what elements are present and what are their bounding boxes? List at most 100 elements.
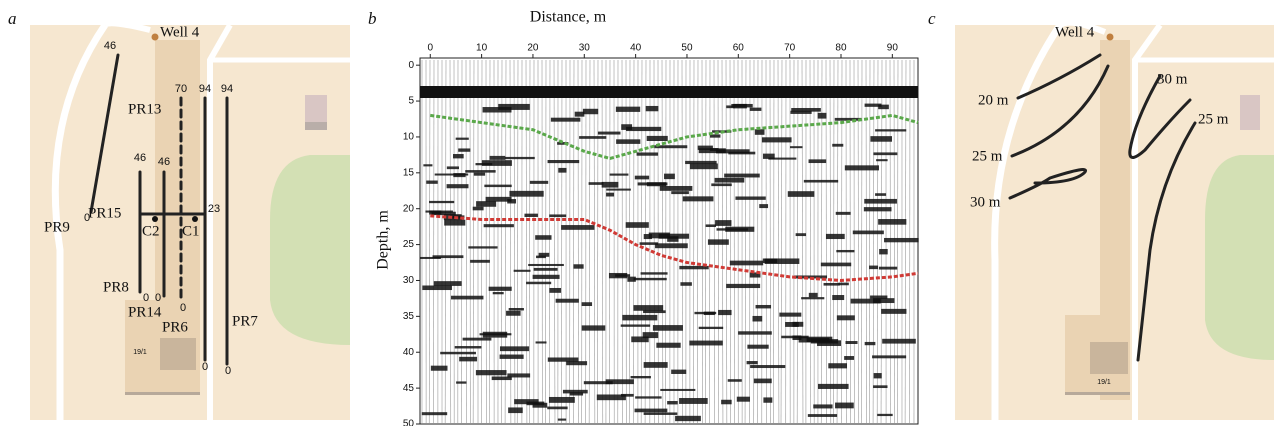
reflection xyxy=(821,263,851,267)
reflection xyxy=(873,385,887,388)
reflection xyxy=(671,370,686,374)
reflection xyxy=(533,275,560,279)
y-tick-label: 25 xyxy=(403,239,415,250)
reflection xyxy=(667,401,678,404)
reflection xyxy=(583,109,598,114)
reflection xyxy=(640,242,659,245)
reflection xyxy=(747,345,768,349)
profile-end: 0 xyxy=(143,292,149,304)
reflection xyxy=(506,311,521,316)
reflection xyxy=(581,302,592,306)
reflection xyxy=(726,284,760,288)
reflection xyxy=(836,212,851,215)
reflection xyxy=(779,313,801,317)
reflection xyxy=(882,339,916,344)
reflection xyxy=(875,193,886,196)
reflection xyxy=(524,214,537,217)
reflection xyxy=(864,199,897,204)
reflection xyxy=(660,389,695,391)
reflection xyxy=(528,264,564,266)
reflection xyxy=(509,308,524,310)
reflection xyxy=(493,292,504,294)
reflection xyxy=(431,366,448,371)
reflection xyxy=(865,342,876,345)
reflection xyxy=(598,132,621,135)
reflection xyxy=(455,346,482,348)
reflection xyxy=(730,261,763,266)
reflection xyxy=(609,174,628,176)
reflection xyxy=(737,397,750,402)
reflection xyxy=(680,282,691,286)
reflection xyxy=(548,357,579,361)
reflection xyxy=(476,201,496,207)
map-a: Well 4 PR13 PR9 PR15 C2 C1 PR8 PR14 PR6 … xyxy=(30,23,350,420)
map-label: PR14 xyxy=(128,304,162,320)
y-tick-label: 30 xyxy=(403,275,415,286)
reflection xyxy=(474,173,485,176)
reflection xyxy=(708,239,729,244)
reflection xyxy=(872,355,906,358)
reflection xyxy=(536,256,546,258)
reflection xyxy=(756,305,772,308)
reflection xyxy=(641,272,668,274)
reflection xyxy=(621,324,650,326)
reflection xyxy=(869,266,878,270)
reflection xyxy=(716,149,749,153)
map-label: PR13 xyxy=(128,101,161,117)
reflection xyxy=(813,404,832,408)
direct-wave xyxy=(420,86,918,98)
y-tick-label: 40 xyxy=(403,347,415,358)
reflection xyxy=(870,136,892,142)
reflection xyxy=(683,196,714,201)
map-label: 30 m xyxy=(1157,71,1188,87)
reflection xyxy=(484,224,514,227)
x-tick-label: 90 xyxy=(887,43,899,54)
reflection xyxy=(556,299,579,303)
reflection xyxy=(881,309,906,314)
reflection xyxy=(853,231,884,235)
reflection xyxy=(828,363,847,368)
profile-end: 94 xyxy=(221,83,233,95)
reflection xyxy=(453,154,464,158)
reflection xyxy=(790,146,803,148)
reflection xyxy=(656,343,680,348)
reflection xyxy=(621,124,632,130)
reflection xyxy=(606,193,614,197)
reflection xyxy=(426,181,437,184)
reflection xyxy=(877,414,892,416)
map-label: 30 m xyxy=(970,194,1001,210)
reflection xyxy=(561,225,594,230)
reflection xyxy=(793,322,804,327)
reflection xyxy=(505,157,535,159)
reflection xyxy=(818,113,827,119)
reflection xyxy=(796,233,806,236)
reflection xyxy=(635,409,668,413)
reflection xyxy=(675,416,701,421)
reflection xyxy=(844,356,854,360)
reflection xyxy=(759,204,768,208)
reflection xyxy=(647,136,668,141)
map-label: 25 m xyxy=(972,148,1003,164)
profile-end: 0 xyxy=(180,302,186,314)
reflection xyxy=(422,285,452,290)
panel-label: b xyxy=(368,9,377,28)
reflection xyxy=(717,228,749,230)
reflection xyxy=(486,197,512,202)
reflection xyxy=(836,250,854,252)
reflection xyxy=(818,384,849,389)
reflection xyxy=(616,139,640,144)
reflection xyxy=(447,184,469,188)
reflection xyxy=(644,412,678,414)
reflection xyxy=(473,207,484,211)
reflection xyxy=(874,373,882,378)
reflection xyxy=(558,168,566,173)
reflection xyxy=(721,400,732,405)
reflection xyxy=(788,191,815,197)
map-label: 19/1 xyxy=(1097,379,1111,386)
reflection xyxy=(838,283,848,286)
reflection xyxy=(809,293,818,297)
reflection xyxy=(715,178,745,183)
reflection xyxy=(451,296,483,300)
reflection xyxy=(837,315,855,320)
y-tick-label: 15 xyxy=(403,167,415,178)
